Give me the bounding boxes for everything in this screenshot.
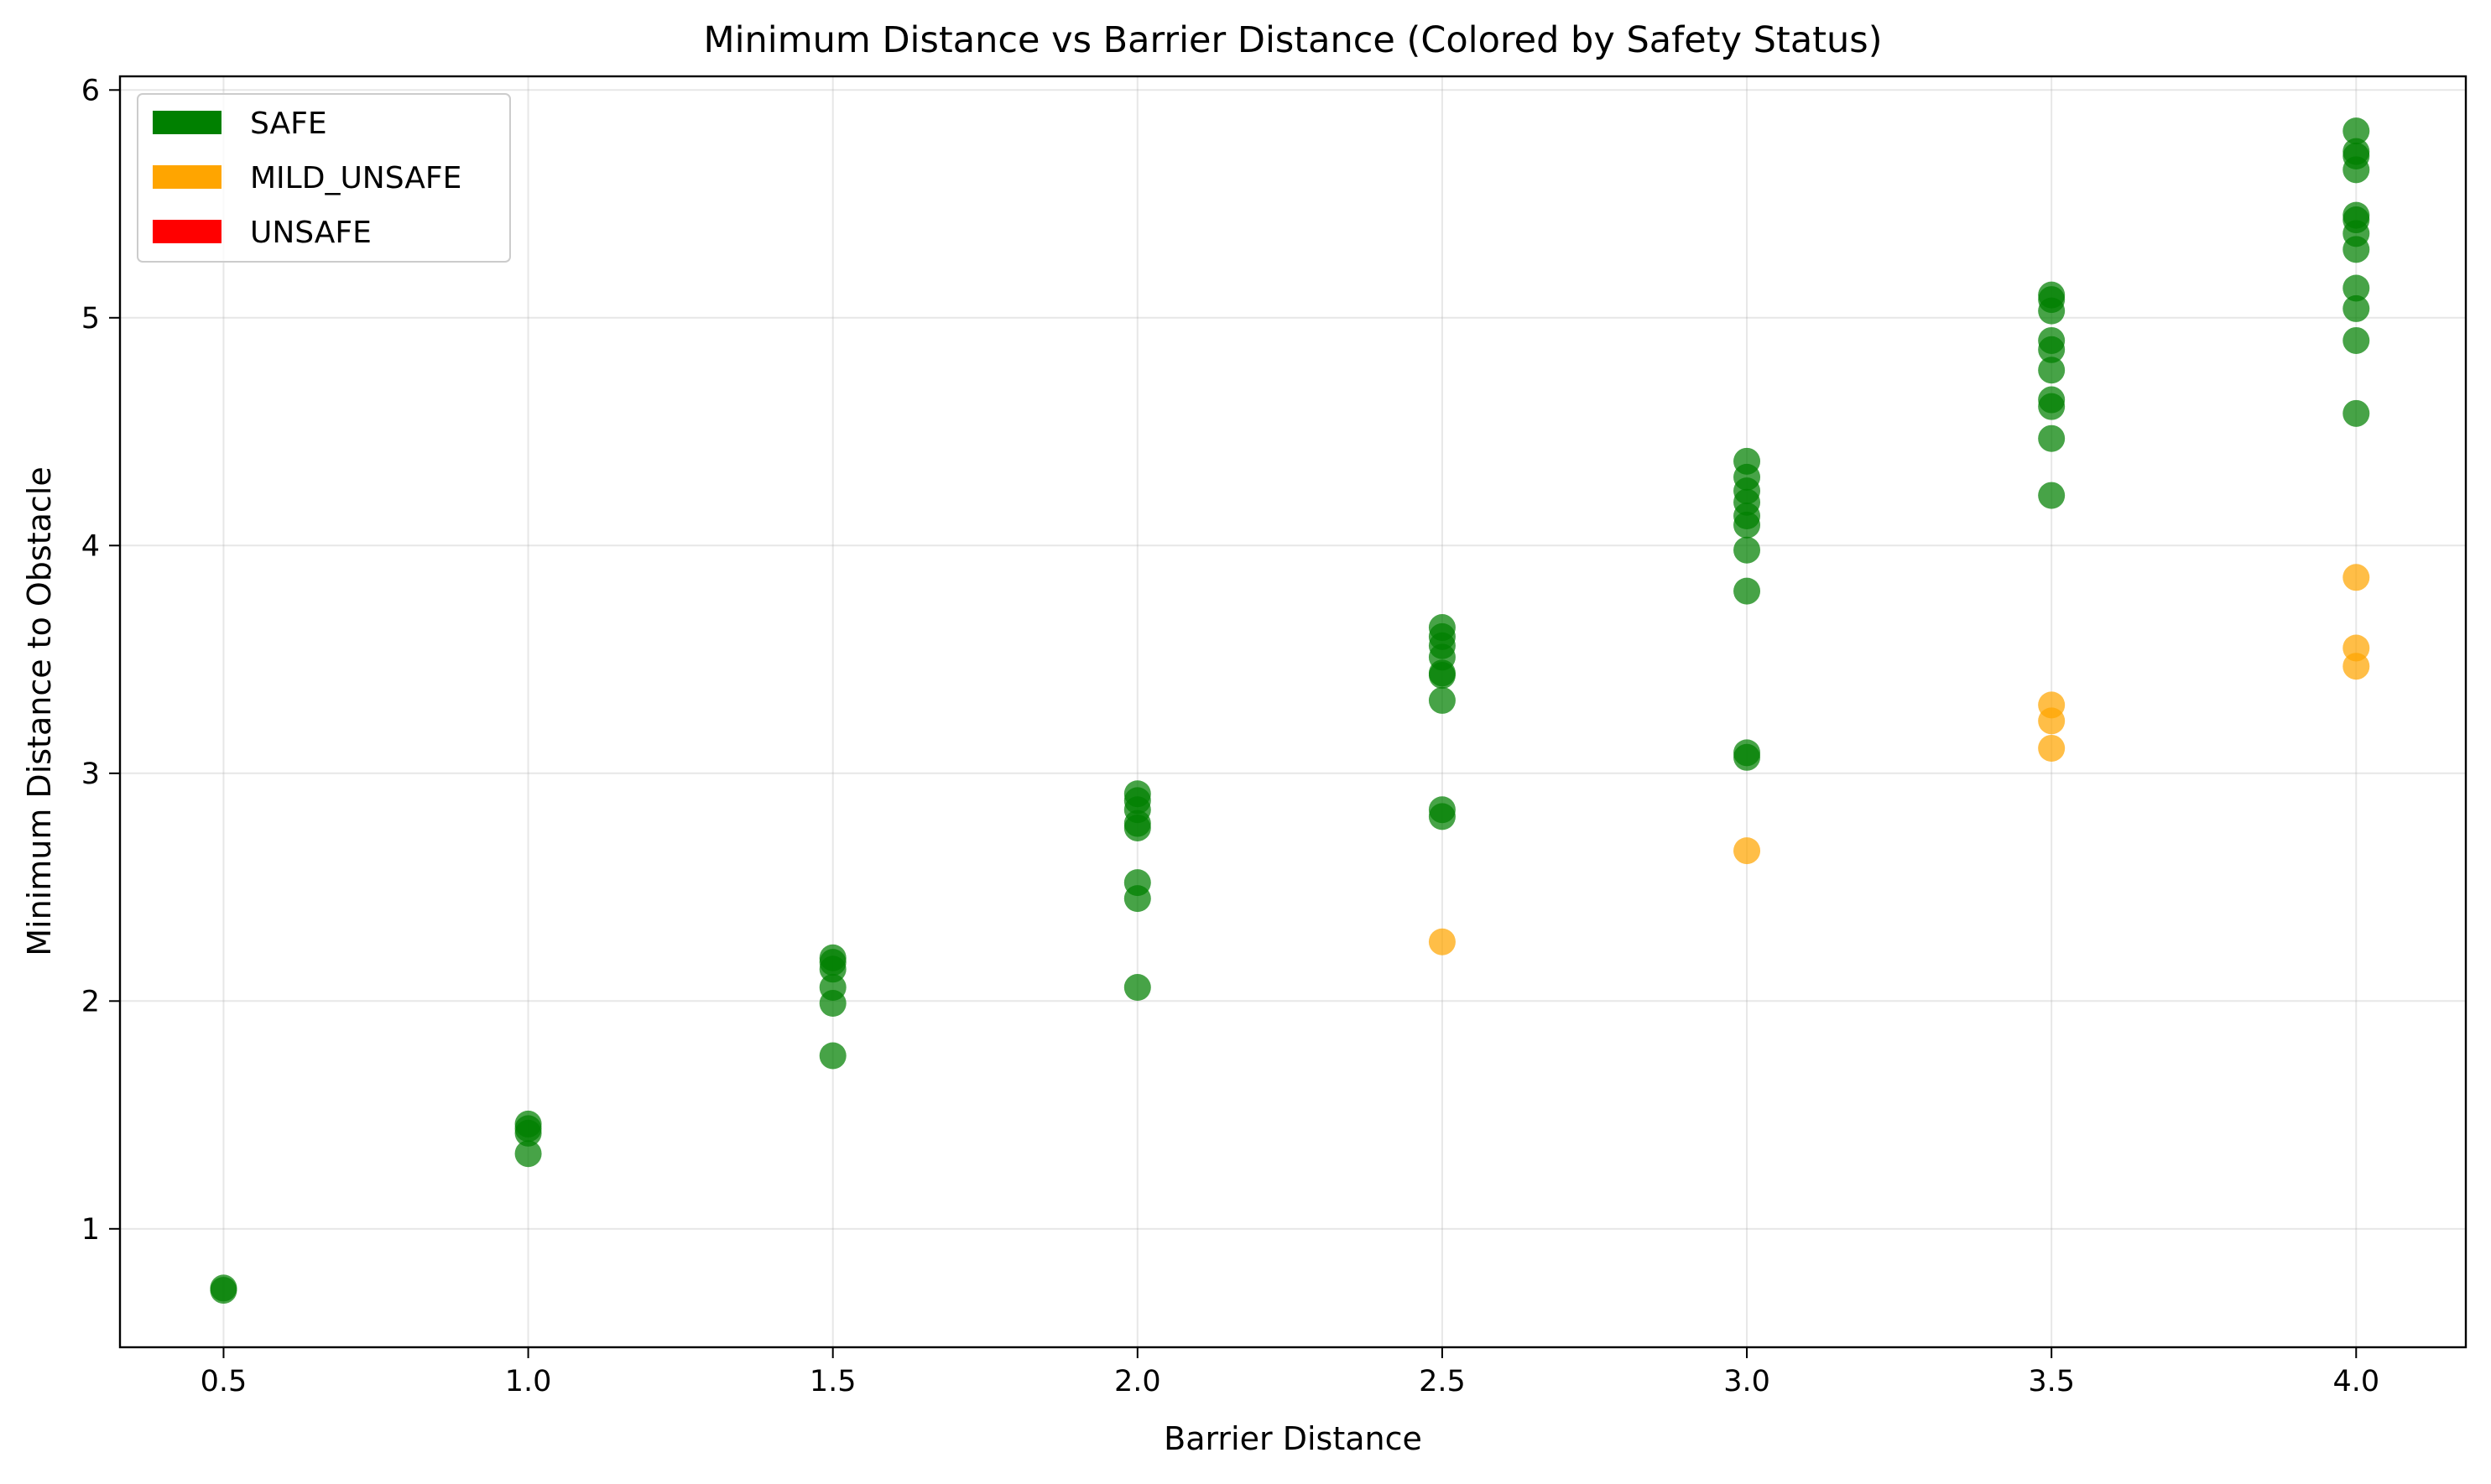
point-safe (1733, 447, 1761, 475)
x-tick-label: 0.5 (201, 1365, 248, 1398)
point-safe (1733, 536, 1761, 564)
point-safe (1733, 739, 1761, 767)
y-tick-label: 1 (81, 1213, 100, 1247)
point-safe (2342, 201, 2370, 229)
x-tick-label: 2.5 (1419, 1365, 1466, 1398)
x-tick-label: 4.0 (2332, 1365, 2379, 1398)
point-safe (1123, 780, 1151, 808)
point-safe (1428, 686, 1456, 714)
point-safe (2038, 357, 2066, 384)
point-safe (2038, 281, 2066, 309)
legend: SAFE MILD_UNSAFE UNSAFE (137, 93, 511, 263)
point-safe (1733, 577, 1761, 605)
point-mild-unsafe (2038, 734, 2066, 762)
legend-swatch-safe (153, 111, 221, 134)
y-axis-ticks: 1 2 3 4 5 6 (81, 74, 120, 1247)
point-mild-unsafe (2038, 691, 2066, 719)
point-safe (819, 944, 847, 971)
point-safe (2342, 117, 2370, 145)
plot-frame (118, 75, 2468, 1349)
point-safe (2342, 138, 2370, 165)
chart-title: Minimum Distance vs Barrier Distance (Co… (704, 19, 1883, 61)
y-axis-label: Minimum Distance to Obstacle (21, 466, 58, 956)
point-safe (2342, 326, 2370, 354)
point-safe (1428, 796, 1456, 824)
point-safe (210, 1274, 237, 1302)
x-axis-ticks: 0.5 1.0 1.5 2.0 2.5 3.0 3.5 4.0 (201, 1347, 2379, 1398)
point-safe (1123, 869, 1151, 897)
point-safe (2038, 386, 2066, 414)
point-mild-unsafe (2342, 634, 2370, 662)
point-mild-unsafe (1733, 837, 1761, 865)
point-safe (1428, 614, 1456, 642)
point-safe (514, 1110, 542, 1138)
x-tick-label: 1.5 (810, 1365, 857, 1398)
x-tick-label: 1.0 (505, 1365, 552, 1398)
data-points (210, 117, 2370, 1304)
y-tick-label: 3 (81, 758, 100, 791)
y-tick-label: 4 (81, 529, 100, 563)
y-tick-label: 2 (81, 985, 100, 1018)
point-safe (2342, 399, 2370, 427)
point-safe (2038, 424, 2066, 452)
y-tick-label: 5 (81, 302, 100, 336)
x-tick-label: 3.5 (2028, 1365, 2075, 1398)
legend-label-unsafe: UNSAFE (250, 216, 372, 250)
point-mild-unsafe (2342, 564, 2370, 591)
x-axis-label: Barrier Distance (1164, 1420, 1422, 1457)
x-tick-label: 3.0 (1723, 1365, 1770, 1398)
legend-label-mild-unsafe: MILD_UNSAFE (250, 161, 461, 195)
point-safe (819, 1042, 847, 1070)
y-tick-label: 6 (81, 74, 100, 107)
point-safe (2342, 274, 2370, 302)
x-tick-label: 2.0 (1114, 1365, 1161, 1398)
legend-swatch-unsafe (153, 220, 221, 243)
point-safe (2038, 482, 2066, 509)
point-safe (1123, 974, 1151, 1002)
legend-swatch-mild-unsafe (153, 165, 221, 189)
point-mild-unsafe (1428, 928, 1456, 955)
point-safe (2342, 294, 2370, 322)
point-safe (514, 1140, 542, 1168)
point-safe (2038, 326, 2066, 354)
legend-label-safe: SAFE (250, 107, 327, 141)
legend-frame (137, 93, 511, 263)
